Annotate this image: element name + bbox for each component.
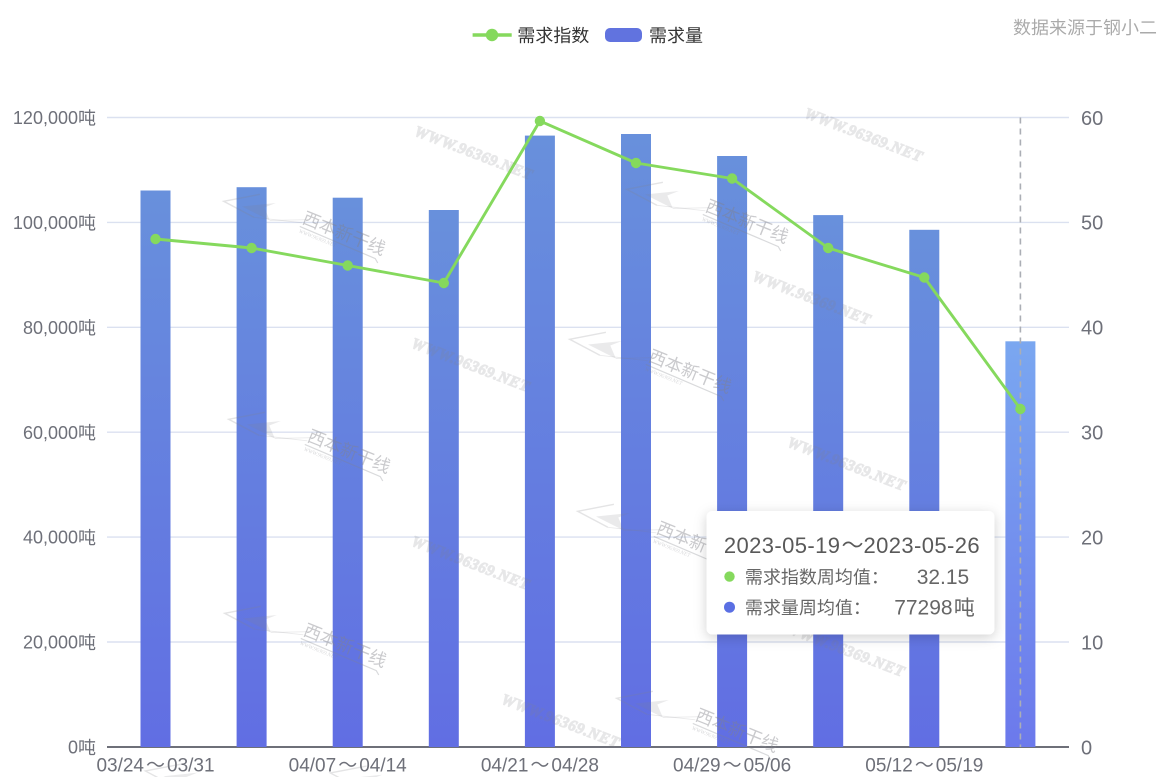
svg-text:2023-05-26: 2023-05-26 [864,533,981,558]
svg-text:60,000: 60,000 [23,423,78,443]
svg-text:80,000: 80,000 [23,318,78,338]
svg-text:04/29: 04/29 [673,756,721,777]
svg-text:04/28: 04/28 [551,756,599,777]
svg-text:40,000: 40,000 [23,528,78,548]
svg-text:WWW.96369.NET: WWW.96369.NET [750,268,873,329]
svg-text:WWW.96369.NET: WWW.96369.NET [802,105,925,166]
svg-text:WWW.96369.NET: WWW.96369.NET [499,691,622,752]
svg-text:60: 60 [1081,108,1103,130]
svg-text:05/12: 05/12 [865,756,913,777]
svg-text:120,000: 120,000 [13,108,78,128]
svg-text:40: 40 [1081,318,1103,340]
svg-text:0: 0 [68,738,78,758]
svg-text:05/19: 05/19 [936,756,984,777]
svg-text:20: 20 [1081,527,1103,549]
svg-text:100,000: 100,000 [13,213,78,233]
svg-text:03/24: 03/24 [96,756,144,777]
svg-text:04/07: 04/07 [289,756,337,777]
svg-text:04/21: 04/21 [481,756,529,777]
svg-text:32.15: 32.15 [917,566,970,589]
svg-text:0: 0 [1081,737,1092,759]
svg-text:WWW.96369.NET: WWW.96369.NET [412,123,535,184]
svg-text:WWW.96369.NET: WWW.96369.NET [409,533,532,594]
svg-text:77298: 77298 [894,597,952,620]
svg-text:05/06: 05/06 [744,756,792,777]
svg-text:10: 10 [1081,632,1103,654]
svg-text:30: 30 [1081,423,1103,445]
svg-text:WWW.96369.NET: WWW.96369.NET [409,335,532,396]
svg-text:04/14: 04/14 [359,756,407,777]
svg-text:03/31: 03/31 [167,756,215,777]
svg-text:50: 50 [1081,213,1103,235]
svg-text:WWW.96369.NET: WWW.96369.NET [785,434,908,495]
svg-text:20,000: 20,000 [23,633,78,653]
svg-text:2023-05-19: 2023-05-19 [724,533,841,558]
